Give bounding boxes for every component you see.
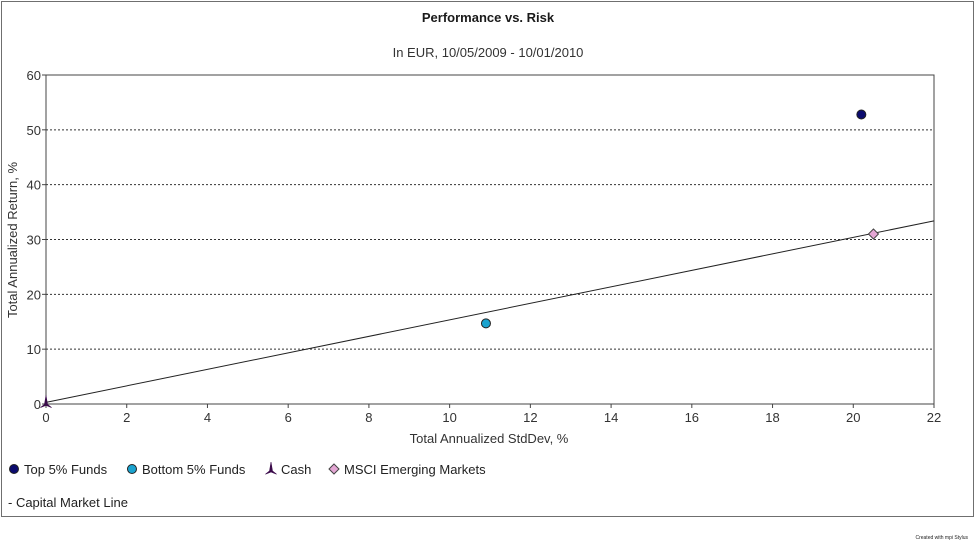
y-tick-label: 60 <box>27 68 41 83</box>
legend-capital-market-line: - Capital Market Line <box>8 495 128 510</box>
x-tick-label: 20 <box>846 410 860 425</box>
x-tick-label: 22 <box>927 410 941 425</box>
point-msci-emerging-markets <box>867 228 880 240</box>
data-points <box>40 109 880 408</box>
y-tick-label: 30 <box>27 233 41 248</box>
x-tick-label: 14 <box>604 410 618 425</box>
legend-marker-bottom-5-funds <box>127 464 137 474</box>
y-tick-label: 40 <box>27 178 41 193</box>
x-tick-label: 2 <box>123 410 130 425</box>
x-tick-label: 10 <box>442 410 456 425</box>
legend-marker-msci-emerging-markets <box>328 463 340 475</box>
x-tick-label: 0 <box>42 410 49 425</box>
axis-ticks: 0 10 20 30 40 50 60 0 2 4 6 8 10 12 14 16 18 20 22 <box>27 68 942 425</box>
y-tick-label: 10 <box>27 342 41 357</box>
chart-subtitle: In EUR, 10/05/2009 - 10/01/2010 <box>393 45 584 60</box>
point-cash <box>40 395 52 408</box>
credit-text: Created with mpi Stylus <box>915 535 968 541</box>
y-tick-label: 50 <box>27 123 41 138</box>
legend-label-top-5-funds: Top 5% Funds <box>24 462 108 477</box>
x-tick-label: 8 <box>365 410 372 425</box>
legend-label-cash: Cash <box>281 462 311 477</box>
legend-marker-cash <box>265 461 277 475</box>
y-tick-label: 0 <box>34 397 41 412</box>
x-tick-label: 16 <box>685 410 699 425</box>
x-axis-label: Total Annualized StdDev, % <box>410 431 569 446</box>
capital-market-line <box>45 220 935 403</box>
y-tick-label: 20 <box>27 287 41 302</box>
legend-label-bottom-5-funds: Bottom 5% Funds <box>142 462 246 477</box>
legend-label-msci-emerging-markets: MSCI Emerging Markets <box>344 462 486 477</box>
x-tick-label: 12 <box>523 410 537 425</box>
legend: Top 5% Funds Bottom 5% Funds Cash MSCI Emer… <box>9 461 486 477</box>
legend-marker-top-5-funds <box>9 464 19 474</box>
x-tick-label: 4 <box>204 410 211 425</box>
y-axis-label: Total Annualized Return, % <box>5 162 20 319</box>
x-tick-label: 6 <box>285 410 292 425</box>
point-top-5-funds <box>856 109 867 120</box>
capital-market-line-path <box>45 220 935 403</box>
chart-frame <box>1 1 974 517</box>
chart-title: Performance vs. Risk <box>422 10 555 25</box>
gridlines <box>46 129 934 350</box>
point-bottom-5-funds <box>480 318 491 329</box>
x-tick-label: 18 <box>765 410 779 425</box>
